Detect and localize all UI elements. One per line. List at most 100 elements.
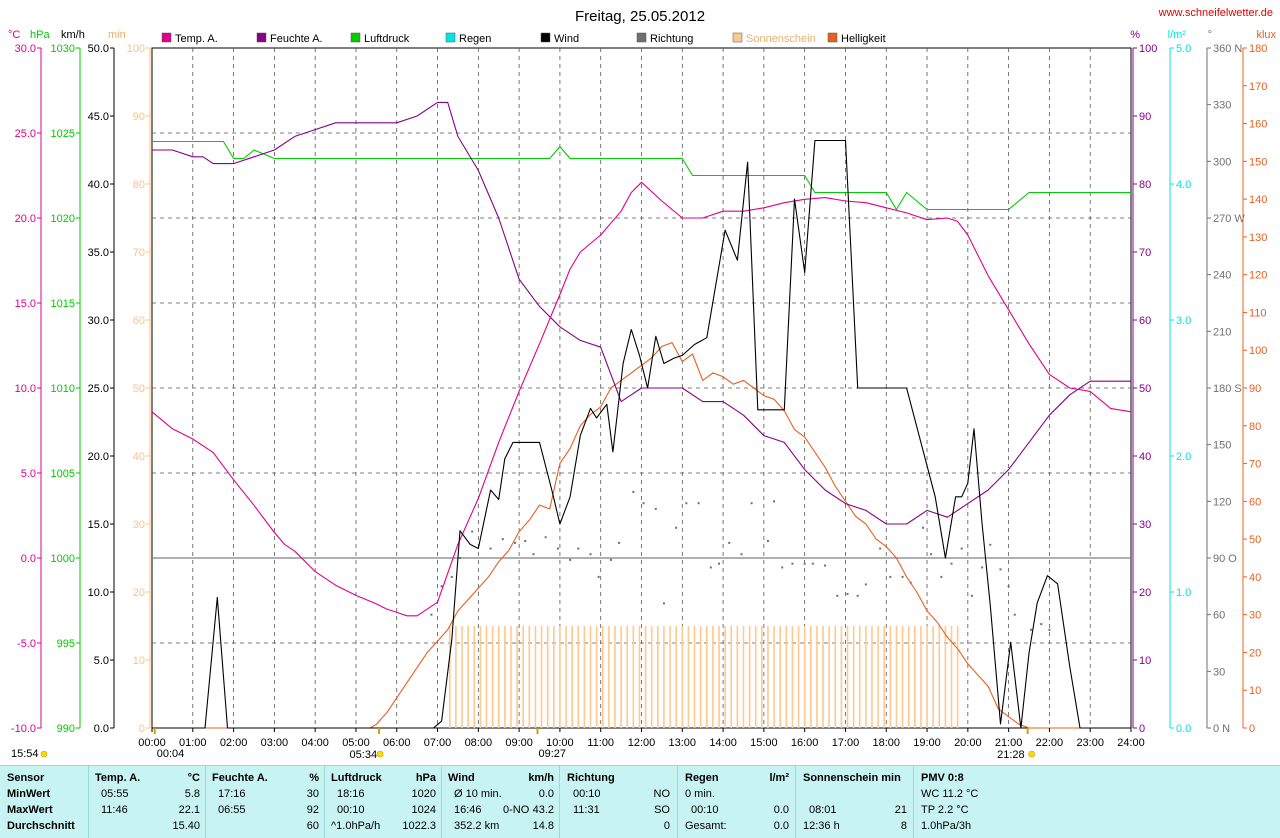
direction-point (685, 502, 688, 505)
direction-tick-label: 0 N (1213, 723, 1230, 735)
direction-point (1013, 613, 1016, 616)
sunrise-time: 05:34 (350, 749, 378, 761)
direction-tick-label: 30 (1213, 666, 1225, 678)
pressure-average: 1022.3 (402, 820, 436, 832)
pressure-tick-label: 1005 (51, 468, 75, 480)
direction-point (618, 541, 621, 544)
site-url[interactable]: www.schneifelwetter.de (1158, 7, 1273, 19)
legend-label: Luftdruck (364, 33, 410, 45)
humidity-header: Feuchte A. (212, 772, 268, 784)
x-tick-label: 24:00 (1117, 737, 1145, 749)
x-tick-label: 07:00 (424, 737, 452, 749)
temp-header: Temp. A. (95, 772, 141, 784)
axis-unit-label: % (1130, 29, 1140, 41)
x-tick-label: 23:00 (1076, 737, 1104, 749)
stats-humidity-column: Feuchte A.% 17:16 30 06:55 92 60 (205, 766, 325, 838)
humidity-tick-label: 100 (1139, 43, 1157, 55)
rain-tick-label: 2.0 (1176, 451, 1191, 463)
pressure-tick-label: 1015 (51, 298, 75, 310)
brightness-tick-label: 50 (1249, 534, 1261, 546)
wind-tick-label: 50.0 (88, 43, 109, 55)
direction-tick-label: 360 N (1213, 43, 1242, 55)
temp-max-value: 22.1 (178, 804, 200, 816)
sunshine-tick-label: 30 (133, 519, 145, 531)
direction-tick-label: 210 (1213, 326, 1231, 338)
rain-total-value: 0.0 (773, 820, 789, 832)
series-layer (151, 101, 1132, 729)
sunshine-tick-label: 100 (127, 43, 145, 55)
x-tick-label: 13:00 (669, 737, 697, 749)
humidity-tick-label: 40 (1139, 451, 1151, 463)
axes: -10.0 -5.0 0.0 5.0 10.0 15.0 20.0 25.0 30.0 990 99… (11, 43, 1267, 735)
wind-tick-label: 35.0 (88, 247, 109, 259)
humidity-line (152, 101, 1131, 525)
humidity-unit: % (309, 772, 319, 784)
brightness-tick-label: 0 (1249, 723, 1255, 735)
direction-point (642, 502, 645, 505)
brightness-tick-label: 20 (1249, 647, 1261, 659)
sunset-time: 21:28 (997, 749, 1025, 761)
pressure-min-value: 1020 (411, 788, 436, 800)
direction-point (940, 575, 943, 578)
x-tick-label: 19:00 (913, 737, 941, 749)
legend-label: Temp. A. (175, 33, 218, 45)
marker-label: 00:04 (157, 748, 185, 760)
sensor-header: Sensor (7, 772, 45, 784)
brightness-tick-label: 70 (1249, 459, 1261, 471)
direction-point (999, 568, 1002, 571)
direction-point (791, 562, 794, 565)
direction-point (597, 575, 600, 578)
wind-tick-label: 30.0 (88, 315, 109, 327)
pressure-trend: ^1.0hPa/h (331, 820, 381, 832)
brightness-tick-label: 60 (1249, 496, 1261, 508)
direction-point (836, 594, 839, 597)
rain-max-value: 0.0 (773, 804, 789, 816)
sunshine-tick-label: 80 (133, 179, 145, 191)
wind-max-value: 43.2 (532, 804, 554, 816)
temp-min-value: 5.8 (184, 788, 200, 800)
x-tick-label: 14:00 (709, 737, 737, 749)
sunshine-max-time: 08:01 (809, 804, 837, 816)
x-tick-label: 02:00 (220, 737, 248, 749)
direction-point (824, 564, 827, 567)
marker-label: 09:27 (538, 748, 566, 760)
temp-tick-label: 20.0 (15, 213, 36, 225)
pressure-tick-label: 1000 (51, 553, 75, 565)
x-tick-label: 09:00 (505, 737, 533, 749)
x-tick-label: 04:00 (301, 737, 329, 749)
direction-point (654, 507, 657, 510)
legend-swatch (350, 32, 361, 43)
humidity-max-time: 06:55 (218, 804, 246, 816)
pressure-max-time: 00:10 (337, 804, 365, 816)
wind-tick-label: 15.0 (88, 519, 109, 531)
axis-unit-label: °C (8, 29, 20, 41)
x-tick-label: 17:00 (832, 737, 860, 749)
temperature-line (151, 181, 1132, 617)
direction-point (766, 540, 769, 542)
wind-tick-label: 20.0 (88, 451, 109, 463)
wind-tick-label: 25.0 (88, 383, 109, 395)
rain-header: Regen (685, 772, 719, 784)
temp-tick-label: 25.0 (15, 128, 36, 140)
pressure-header: Luftdruck (331, 772, 382, 784)
legend-swatch (636, 32, 647, 43)
direction-point (856, 594, 859, 597)
stats-pmv-column: PMV 0:8 WC 11.2 °C TP 2.2 °C 1.0hPa/3h (913, 766, 1280, 838)
axis-unit-label: hPa (30, 29, 50, 41)
direction-point (773, 500, 776, 503)
axis-unit-label: km/h (61, 29, 85, 41)
direction-point (1007, 585, 1010, 588)
wind-max-time: 16:46 (454, 804, 482, 816)
direction-point (589, 553, 592, 556)
wind-run: 352.2 km (454, 820, 500, 832)
weather-chart: Freitag, 25.05.2012 www.schneifelwetter.… (8, 7, 1276, 761)
direction-tick-label: 90 O (1213, 553, 1237, 565)
rain-duration: 0 min. (685, 788, 715, 800)
humidity-tick-label: 30 (1139, 519, 1151, 531)
legend-swatch (732, 32, 743, 43)
direction-point (609, 558, 612, 561)
axis-units: °C hPa km/h min% l/m² ° klux (8, 29, 1276, 41)
wind-max-direction: 0-NO (503, 804, 530, 816)
direction-tick-label: 180 S (1213, 383, 1242, 395)
direction-tick-label: 330 (1213, 100, 1231, 112)
